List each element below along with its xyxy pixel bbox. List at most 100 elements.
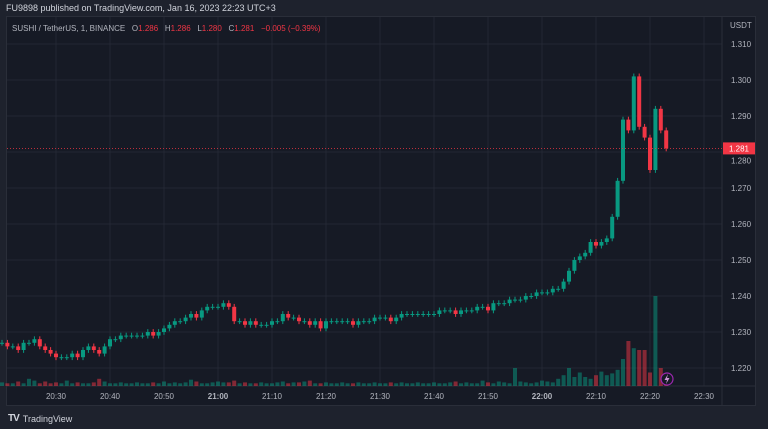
volume-bar [367, 383, 372, 386]
volume-bar [97, 378, 102, 386]
volume-bar [599, 371, 604, 386]
volume-bar [631, 348, 636, 386]
candle-body [302, 321, 307, 323]
time-tick-label: 21:00 [208, 392, 229, 401]
candle-body [91, 346, 96, 350]
volume-bar [453, 381, 458, 386]
volume-bar [583, 377, 588, 386]
time-tick-label: 21:50 [478, 392, 499, 401]
price-tick-label: 1.270 [731, 184, 752, 193]
volume-bar [351, 383, 355, 386]
candle-body [275, 321, 280, 323]
volume-bar [145, 383, 150, 386]
candle-body [124, 335, 129, 337]
candle-body [59, 357, 64, 359]
candle-body [372, 317, 377, 322]
volume-bar [205, 383, 210, 386]
volume-bar [426, 383, 431, 386]
volume-bar [302, 381, 307, 386]
candle-body [162, 328, 166, 332]
volume-bar [54, 382, 58, 386]
candle-body [248, 321, 253, 325]
candle-body [432, 314, 436, 315]
candle-body [324, 321, 328, 329]
volume-bar [167, 383, 172, 386]
candle-body [313, 321, 318, 325]
volume-bar [604, 375, 609, 386]
candle-body [577, 256, 582, 260]
volume-bar [108, 383, 112, 386]
price-tick-label: 1.290 [731, 112, 752, 121]
volume-bar [113, 383, 118, 386]
volume-bar [86, 383, 91, 386]
candle-body [361, 321, 366, 323]
volume-bar [232, 380, 237, 386]
candle-body [199, 310, 204, 318]
volume-bar [37, 383, 42, 386]
currency-label: USDT [730, 21, 752, 30]
candle-body [27, 342, 31, 344]
volume-bar [432, 382, 436, 386]
volume-bar [648, 372, 652, 386]
volume-bar [297, 382, 301, 386]
volume-bar [464, 382, 469, 386]
tradingview-logo-icon: TV [8, 413, 20, 424]
candle-body [642, 126, 647, 138]
candle-body [356, 321, 361, 325]
candle-body [216, 306, 220, 308]
volume-bar [0, 382, 4, 386]
volume-bar [221, 382, 226, 386]
candle-body [345, 321, 350, 323]
candle-body [469, 310, 474, 312]
candle-body [658, 108, 663, 131]
candle-body [210, 306, 215, 308]
candle-body [388, 317, 393, 322]
volume-bar [178, 383, 183, 386]
time-tick-label: 21:10 [262, 392, 283, 401]
volume-bar [64, 380, 69, 386]
time-tick-label: 22:00 [532, 392, 553, 401]
candle-body [135, 335, 139, 337]
time-tick-label: 20:40 [100, 392, 121, 401]
low-value: 1.280 [201, 24, 222, 33]
candle-body [270, 321, 274, 325]
candle-body [631, 76, 636, 131]
candle-body [237, 321, 242, 323]
candle-body [367, 321, 372, 323]
candle-body [621, 119, 625, 181]
candle-body [297, 317, 301, 322]
volume-bar [324, 382, 328, 386]
candle-body [113, 339, 118, 341]
candle-body [448, 310, 453, 312]
volume-bar [415, 382, 420, 386]
candle-body [545, 292, 550, 294]
candle-body [5, 342, 10, 347]
volume-bar [237, 383, 242, 386]
candle-body [194, 314, 199, 318]
high-value: 1.286 [170, 24, 191, 33]
candle-body [118, 335, 123, 340]
volume-bar [10, 383, 15, 386]
candle-body [108, 339, 112, 347]
volume-bar [475, 383, 480, 386]
volume-bar [486, 382, 490, 386]
volume-bar [550, 382, 555, 386]
candle-body [453, 310, 458, 314]
volume-bar [59, 383, 64, 386]
volume-bar [540, 380, 544, 386]
volume-bar [383, 383, 388, 386]
candle-body [442, 310, 447, 312]
candle-body [183, 317, 188, 322]
candle-body [10, 346, 15, 348]
volume-bar [399, 382, 404, 386]
volume-bar [313, 383, 318, 386]
candle-body [145, 332, 150, 336]
volume-bar [259, 382, 264, 386]
candle-body [70, 353, 75, 358]
candle-body [399, 314, 404, 318]
volume-bar [361, 383, 366, 386]
candle-body [513, 299, 517, 301]
candle-body [48, 350, 53, 354]
chart-pane[interactable] [6, 16, 756, 406]
